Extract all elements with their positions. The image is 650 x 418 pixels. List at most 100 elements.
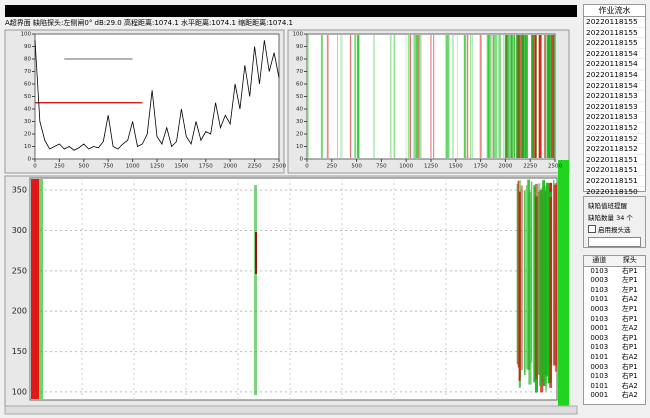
defect-streak	[254, 185, 257, 395]
scan-streak	[544, 35, 547, 158]
x-tick-label: 500	[351, 164, 362, 170]
table-cell: 右P1	[621, 362, 638, 371]
table-cell: 0101	[590, 295, 609, 304]
table-cell: 0103	[590, 285, 609, 294]
scan-streak	[510, 35, 513, 158]
job-item: 20220118154	[586, 81, 645, 92]
scan-streak	[525, 185, 528, 370]
x-tick-label: 1500	[449, 164, 463, 170]
scan-streak	[533, 186, 536, 382]
ascan-plot	[34, 33, 280, 160]
scan-streak	[487, 35, 490, 158]
job-item: 20220118152	[586, 123, 645, 134]
y-tick-label: 60	[24, 82, 31, 88]
scan-streak	[530, 181, 533, 363]
scan-streak	[493, 35, 496, 158]
scan-streak	[417, 35, 420, 158]
y-tick-label: 20	[24, 132, 31, 138]
table-row: 0101 右A2	[584, 353, 645, 363]
table-cell: 右A2	[621, 295, 638, 304]
scan-streak	[516, 35, 520, 158]
checkbox[interactable]	[588, 225, 596, 233]
scan-streak	[549, 196, 553, 388]
y-tick-label: 40	[296, 107, 303, 113]
x-tick-label: 2250	[523, 164, 537, 170]
table-cell: 右P1	[621, 343, 638, 352]
table-row: 0103 右P1	[584, 267, 645, 277]
table-cell: 0003	[590, 276, 609, 285]
scan-streak	[533, 35, 537, 158]
scan-streak	[373, 35, 375, 158]
scan-streak	[327, 35, 329, 158]
scan-streak	[520, 35, 524, 158]
scan-streak	[527, 179, 531, 370]
table-row: 0103 左P1	[584, 286, 645, 296]
y-tick-label: 50	[296, 94, 303, 100]
x-tick-label: 2000	[223, 164, 237, 170]
scan-streak	[463, 35, 467, 158]
y-tick-label: 70	[296, 69, 303, 75]
table-row: 0003 左P1	[584, 305, 645, 315]
scan-streak	[415, 35, 419, 158]
x-tick-label: 1750	[474, 164, 488, 170]
title-bar	[5, 5, 577, 17]
cscan-plot	[29, 177, 558, 401]
scan-streak	[420, 35, 422, 158]
scan-streak	[452, 35, 454, 158]
x-tick-label: 1250	[424, 164, 438, 170]
scan-streak	[354, 35, 357, 158]
scan-streak	[444, 35, 448, 158]
y-tick-label: 0	[300, 157, 304, 163]
scan-streak	[548, 35, 553, 158]
scan-streak	[488, 35, 491, 158]
defect-count: 缺陷数量 34 个	[588, 214, 633, 222]
scan-streak	[496, 35, 498, 158]
scan-streak	[479, 35, 482, 158]
table-cell: 0001	[590, 324, 609, 333]
y-tick-label: 60	[296, 82, 303, 88]
status-text: A超界面 缺陷探头:左侧闸0° dB:29.0 高程距离:1074.1 水平距离…	[5, 19, 293, 27]
scan-streak	[517, 35, 521, 158]
scan-streak	[433, 35, 435, 158]
scan-streak	[531, 35, 534, 158]
y-tick-label: 70	[24, 69, 31, 75]
table-cell: 0001	[590, 391, 609, 400]
scan-streak	[308, 35, 310, 158]
x-tick-label: 1000	[126, 164, 140, 170]
scan-streak	[520, 185, 523, 370]
defect-title: 缺陷值班提醒	[588, 202, 627, 210]
y-tick-label: 350	[12, 186, 27, 195]
scan-streak	[340, 35, 343, 158]
scan-streak	[513, 35, 516, 158]
h-scrollbar[interactable]	[4, 405, 578, 415]
scan-streak	[534, 183, 538, 380]
scan-streak	[446, 35, 449, 158]
scan-streak	[497, 35, 500, 158]
header-cell: 通道	[592, 256, 607, 264]
scan-streak	[486, 35, 487, 158]
table-cell: 左P1	[621, 304, 638, 313]
scan-streak	[327, 35, 329, 158]
scan-streak	[349, 35, 352, 158]
dropdown[interactable]	[588, 237, 641, 247]
y-tick-label: 80	[24, 57, 31, 63]
y-tick-label: 50	[24, 94, 31, 100]
scan-streak	[546, 182, 550, 377]
x-tick-label: 1250	[150, 164, 164, 170]
job-item: 20220118153	[586, 91, 645, 102]
scan-streak	[407, 35, 410, 158]
x-tick-label: 0	[33, 164, 37, 170]
x-tick-label: 750	[103, 164, 114, 170]
table-cell: 右A2	[621, 381, 638, 390]
job-item: 20220118153	[586, 102, 645, 113]
scan-streak	[495, 35, 496, 158]
y-tick-label: 150	[12, 347, 27, 356]
x-tick-label: 2500	[272, 164, 286, 170]
scan-streak	[466, 35, 469, 158]
table-row: 0103 右P1	[584, 372, 645, 382]
x-tick-label: 1750	[199, 164, 213, 170]
scan-streak	[499, 35, 501, 158]
x-tick-label: 1500	[174, 164, 188, 170]
scan-streak	[517, 180, 520, 368]
